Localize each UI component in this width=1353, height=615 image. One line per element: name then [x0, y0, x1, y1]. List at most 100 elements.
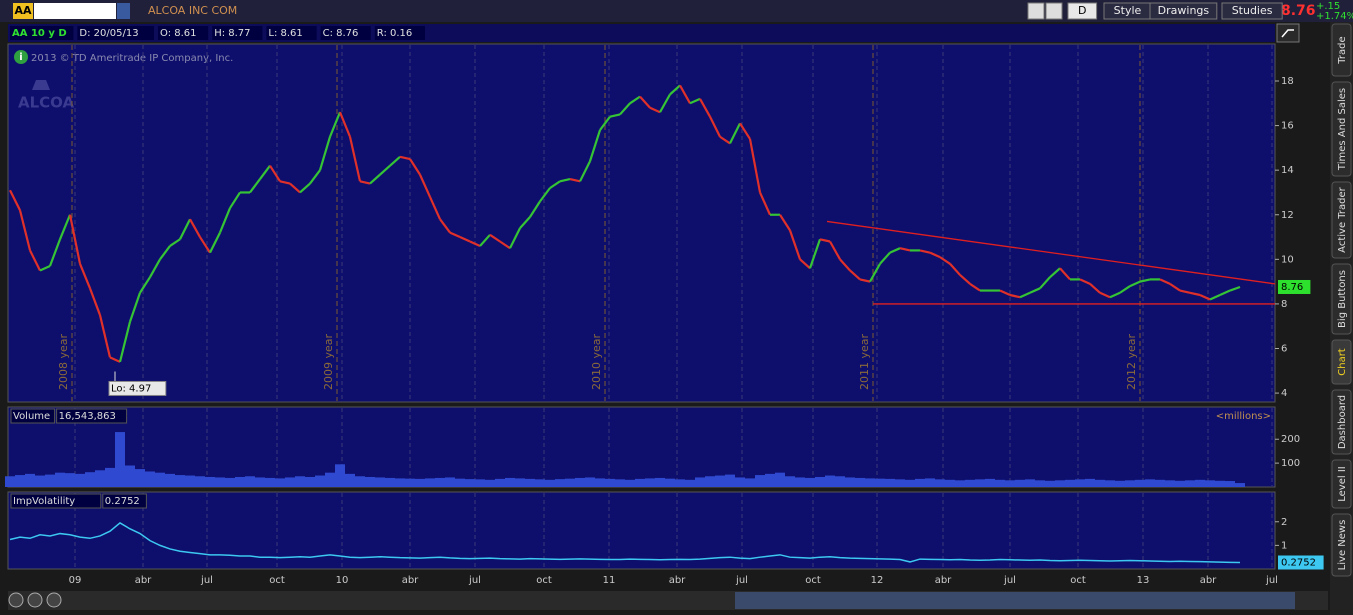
price-segment [889, 247, 901, 254]
symbol-badge[interactable] [13, 3, 33, 19]
volume-bar [1065, 479, 1075, 487]
volume-bar [615, 479, 625, 487]
price-segment [599, 116, 611, 131]
price-segment [829, 240, 841, 260]
info-item: R: 0.16 [377, 28, 412, 39]
price-segment [149, 258, 161, 278]
toolbar-icon[interactable] [1045, 2, 1063, 20]
info-icon[interactable] [14, 50, 28, 64]
price-segment [1059, 267, 1071, 281]
price-segment [128, 292, 142, 323]
volume-bar [1205, 480, 1215, 487]
x-tick-label: 11 [603, 575, 616, 586]
price-segment [269, 165, 281, 182]
x-tick-label: 12 [871, 575, 884, 586]
symbol: AA [14, 4, 32, 17]
price-segment [959, 274, 971, 285]
volume-bar [675, 479, 685, 487]
side-tab[interactable] [1331, 459, 1352, 509]
price-segment [1229, 285, 1241, 292]
volume-bar [1195, 479, 1205, 487]
volume-bar [1155, 479, 1165, 487]
volume-bar [955, 480, 965, 487]
side-tab[interactable] [1331, 263, 1352, 335]
volume-bar [465, 479, 475, 487]
price-segment [1009, 293, 1021, 299]
volume-bar [965, 479, 975, 487]
price-panel [7, 43, 1276, 403]
x-tick-label: jul [735, 575, 748, 586]
zoom-in[interactable] [27, 592, 43, 608]
info-item: H: 8.77 [214, 28, 250, 39]
price-segment [48, 238, 62, 267]
side-tab[interactable] [1331, 23, 1352, 77]
volume-bar [145, 471, 155, 487]
side-tab-label: Live News [1337, 520, 1348, 571]
price-segment [669, 84, 681, 96]
volume-bar [835, 476, 845, 487]
price-segment [139, 276, 151, 294]
x-tick-label: jul [1265, 575, 1278, 586]
volume-bar [195, 476, 205, 487]
side-tab[interactable] [1331, 513, 1352, 577]
side-tab[interactable] [1331, 339, 1352, 385]
price-segment [779, 214, 791, 231]
side-tab[interactable] [1331, 389, 1352, 455]
side-tab-label: Active Trader [1337, 186, 1348, 252]
y-tick-label: 18 [1281, 76, 1294, 87]
volume-bar [225, 477, 235, 487]
volume-bar [1095, 479, 1105, 487]
toolbar-button[interactable] [1067, 2, 1098, 20]
volume-bar [885, 478, 895, 487]
symbol-dropdown[interactable] [117, 3, 130, 19]
side-tab[interactable] [1331, 81, 1352, 177]
unit-label: <millions> [1216, 411, 1271, 422]
x-tick-label: oct [536, 575, 552, 586]
info-box [158, 26, 209, 40]
price-segment [169, 238, 181, 247]
price-segment [289, 182, 301, 194]
x-tick-label: abr [135, 575, 152, 586]
toolbar-button-label: D [1078, 4, 1086, 17]
chart-settings-button[interactable] [1276, 23, 1300, 43]
volume-bar [335, 464, 345, 487]
price-segment [659, 93, 671, 113]
price-change: +.15 [1316, 1, 1340, 12]
zoom-pan[interactable] [8, 592, 24, 608]
info-icon-i: i [19, 52, 22, 63]
iv-line [9, 522, 1241, 564]
zoom-out[interactable] [46, 592, 62, 608]
side-tab[interactable] [1331, 181, 1352, 259]
price-segment [588, 129, 602, 162]
study-title: ImpVolatility [13, 496, 75, 507]
price-segment [1029, 287, 1041, 294]
volume-bar [275, 478, 285, 487]
volume-bar [545, 479, 555, 487]
x-tick-label: abr [935, 575, 952, 586]
y-tick-label: 16 [1281, 121, 1294, 132]
toolbar-button[interactable] [1221, 2, 1283, 20]
volume-bar [345, 473, 355, 487]
price-segment [999, 289, 1011, 297]
volume-bar [1135, 479, 1145, 487]
price-segment [719, 135, 731, 145]
price-segment [328, 111, 342, 138]
volume-bar [705, 476, 715, 487]
toolbar-icon[interactable] [1027, 2, 1045, 20]
info-item: AA 10 y D [12, 28, 67, 39]
side-tab-label: Times And Sales [1337, 88, 1348, 171]
volume-bar [515, 478, 525, 487]
side-tab-label: Dashboard [1337, 395, 1348, 449]
volume-bar [505, 477, 515, 487]
scroll-thumb[interactable] [735, 592, 1295, 609]
toolbar-button[interactable] [1149, 2, 1218, 20]
volume-bar [1015, 479, 1025, 487]
x-tick-label: 13 [1137, 575, 1150, 586]
price-segment [919, 249, 931, 254]
last-value-label: 0.2752 [1281, 557, 1316, 568]
price-segment [549, 180, 561, 189]
volume-bar [805, 477, 815, 487]
symbol-input[interactable] [34, 3, 116, 19]
price-segment [559, 178, 571, 183]
volume-bar [1235, 483, 1245, 487]
